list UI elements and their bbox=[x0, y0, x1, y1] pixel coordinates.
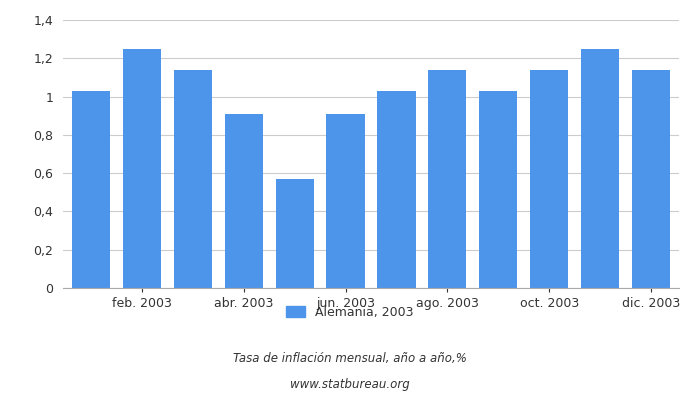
Bar bbox=[225, 114, 262, 288]
Bar bbox=[480, 91, 517, 288]
Bar bbox=[326, 114, 365, 288]
Legend: Alemania, 2003: Alemania, 2003 bbox=[281, 301, 419, 324]
Bar bbox=[72, 91, 110, 288]
Bar bbox=[530, 70, 568, 288]
Bar bbox=[122, 49, 161, 288]
Bar bbox=[428, 70, 466, 288]
Bar bbox=[632, 70, 670, 288]
Bar bbox=[276, 179, 314, 288]
Bar bbox=[581, 49, 620, 288]
Bar bbox=[174, 70, 212, 288]
Text: Tasa de inflación mensual, año a año,%: Tasa de inflación mensual, año a año,% bbox=[233, 352, 467, 365]
Text: www.statbureau.org: www.statbureau.org bbox=[290, 378, 410, 391]
Bar bbox=[377, 91, 416, 288]
